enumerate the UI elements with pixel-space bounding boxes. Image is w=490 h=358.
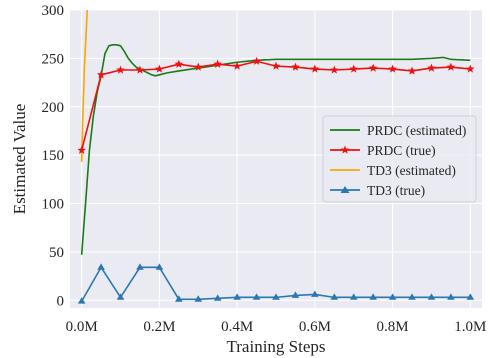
data-point-prdc-true xyxy=(193,62,203,71)
data-point-prdc-true xyxy=(174,59,184,68)
data-point-prdc-true xyxy=(155,64,164,73)
data-point-td3-true xyxy=(116,293,125,300)
data-point-prdc-true xyxy=(368,63,378,72)
y-tick-label: 200 xyxy=(42,100,65,116)
data-point-prdc-true xyxy=(388,64,397,73)
legend-marker-td3-true xyxy=(340,186,350,193)
data-point-td3-true xyxy=(252,293,261,300)
data-point-prdc-true xyxy=(349,64,359,73)
data-point-td3-true xyxy=(97,263,105,270)
y-tick-label: 300 xyxy=(42,3,65,19)
data-point-td3-true xyxy=(233,293,241,300)
y-tick-label: 250 xyxy=(42,51,65,67)
legend-label-prdc-estimated: PRDC (estimated) xyxy=(367,123,466,138)
data-point-td3-true xyxy=(369,293,377,300)
series-layer xyxy=(77,10,475,304)
data-point-prdc-true xyxy=(252,56,261,65)
data-point-prdc-true xyxy=(407,66,417,75)
legend-item-prdc-true: PRDC (true) xyxy=(330,143,436,158)
x-tick-label: 1.0M xyxy=(454,319,486,335)
data-point-prdc-true xyxy=(213,59,222,68)
legend-item-td3-true: TD3 (true) xyxy=(330,183,425,198)
data-point-prdc-true xyxy=(446,62,456,71)
data-point-td3-true xyxy=(349,293,358,300)
series-line-prdc-estimated xyxy=(80,44,471,255)
data-point-td3-true xyxy=(330,293,339,300)
data-point-td3-true xyxy=(447,293,455,300)
data-point-prdc-true xyxy=(77,145,86,154)
series-td3-estimated xyxy=(80,10,89,162)
data-point-prdc-true xyxy=(96,70,106,79)
legend-marker-prdc-true xyxy=(340,145,350,154)
data-point-td3-true xyxy=(175,295,183,302)
y-tick-label: 0 xyxy=(57,293,65,309)
series-prdc-estimated xyxy=(80,44,471,255)
data-point-td3-true xyxy=(213,294,222,301)
series-prdc-true xyxy=(77,56,475,154)
y-tick-label: 150 xyxy=(42,148,65,164)
data-point-td3-true xyxy=(272,293,280,300)
data-point-prdc-true xyxy=(427,63,436,72)
x-tick-label: 0.4M xyxy=(221,319,253,335)
x-tick-label: 0.8M xyxy=(377,319,409,335)
legend-label-td3-true: TD3 (true) xyxy=(367,183,425,198)
data-point-td3-true xyxy=(311,290,319,297)
tick-labels: 0 50 100 150 200 250 300 0.0M 0.2M 0.4M 0.6M 0.8M 1.… xyxy=(42,3,487,335)
data-point-td3-true xyxy=(77,297,86,304)
y-tick-label: 50 xyxy=(49,245,64,261)
legend-label-td3-estimated: TD3 (estimated) xyxy=(367,163,456,178)
y-tick-label: 100 xyxy=(42,197,65,213)
x-tick-label: 0.6M xyxy=(299,319,331,335)
legend: PRDC (estimated) PRDC (true) TD3 (estima… xyxy=(322,115,477,203)
legend-box xyxy=(322,115,477,203)
series-td3-true xyxy=(77,263,475,304)
data-point-td3-true xyxy=(155,263,164,270)
data-point-prdc-true xyxy=(466,64,475,73)
data-point-prdc-true xyxy=(232,61,242,70)
data-point-td3-true xyxy=(388,293,397,300)
data-point-td3-true xyxy=(408,293,416,300)
data-point-td3-true xyxy=(136,263,144,270)
data-point-td3-true xyxy=(466,293,475,300)
y-axis-title: Estimated Value xyxy=(10,104,29,215)
data-point-prdc-true xyxy=(135,65,145,74)
legend-label-prdc-true: PRDC (true) xyxy=(367,143,436,158)
data-point-td3-true xyxy=(291,291,300,298)
data-point-prdc-true xyxy=(291,62,300,71)
x-tick-label: 0.0M xyxy=(66,319,98,335)
series-line-td3-estimated xyxy=(80,10,89,162)
data-point-prdc-true xyxy=(116,65,125,74)
x-tick-label: 0.2M xyxy=(143,319,175,335)
data-point-prdc-true xyxy=(330,65,339,74)
data-point-prdc-true xyxy=(310,64,320,73)
legend-item-td3-estimated: TD3 (estimated) xyxy=(330,163,456,178)
legend-item-prdc-estimated: PRDC (estimated) xyxy=(330,123,466,138)
data-point-prdc-true xyxy=(271,61,281,70)
grid xyxy=(70,9,482,308)
data-point-td3-true xyxy=(194,295,203,302)
data-point-td3-true xyxy=(427,293,436,300)
x-axis-title: Training Steps xyxy=(226,337,325,356)
